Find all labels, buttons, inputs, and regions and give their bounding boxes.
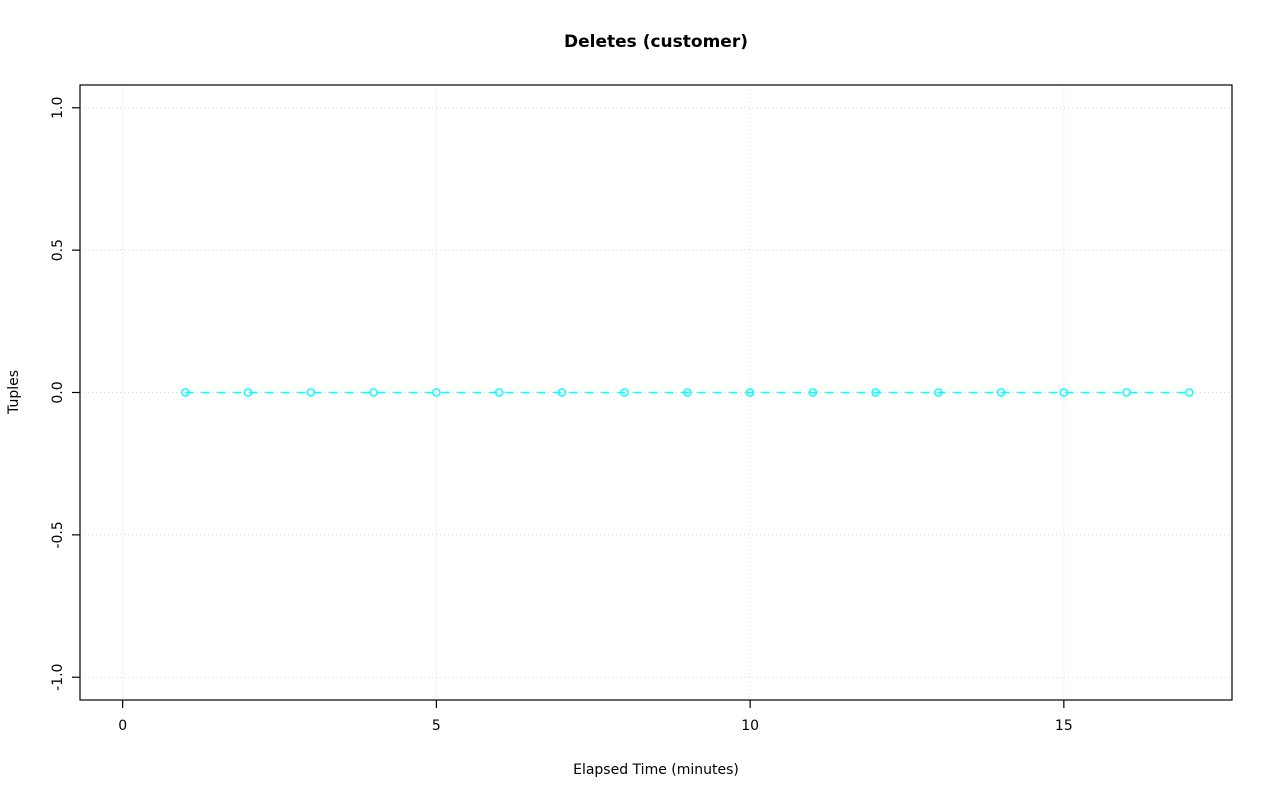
chart-title: Deletes (customer) xyxy=(564,32,748,52)
x-tick-label: 0 xyxy=(118,718,127,734)
data-point xyxy=(745,388,755,397)
x-axis-label: Elapsed Time (minutes) xyxy=(573,762,739,778)
x-tick-label: 15 xyxy=(1055,718,1073,734)
x-tick-label: 5 xyxy=(432,718,441,734)
y-tick-label: 0.0 xyxy=(50,381,66,403)
data-point xyxy=(243,388,253,397)
tick-layer xyxy=(72,107,1065,708)
x-tick-label: 10 xyxy=(741,718,759,734)
data-point xyxy=(1185,388,1194,397)
data-point xyxy=(934,388,943,397)
y-tick-label: 0.5 xyxy=(50,239,66,261)
tick-label-layer: 0 5 10 15 -1.0 -0.5 0.0 0.5 1.0 xyxy=(50,97,1073,734)
data-point xyxy=(996,388,1006,397)
data-point xyxy=(808,388,818,397)
series-layer xyxy=(181,388,1194,397)
data-point xyxy=(369,388,378,397)
data-point xyxy=(306,388,316,397)
data-point xyxy=(620,388,629,397)
data-point xyxy=(557,388,567,397)
data-point xyxy=(683,388,692,397)
y-tick-label: 1.0 xyxy=(50,97,66,119)
y-tick-label: -1.0 xyxy=(50,664,66,691)
y-axis-label: Tuples xyxy=(6,370,22,415)
data-point xyxy=(181,388,190,397)
data-point xyxy=(494,388,504,397)
data-point xyxy=(871,388,880,397)
data-point xyxy=(1059,388,1069,397)
data-point xyxy=(432,388,441,397)
y-tick-label: -0.5 xyxy=(50,521,66,548)
data-point xyxy=(1122,388,1131,397)
